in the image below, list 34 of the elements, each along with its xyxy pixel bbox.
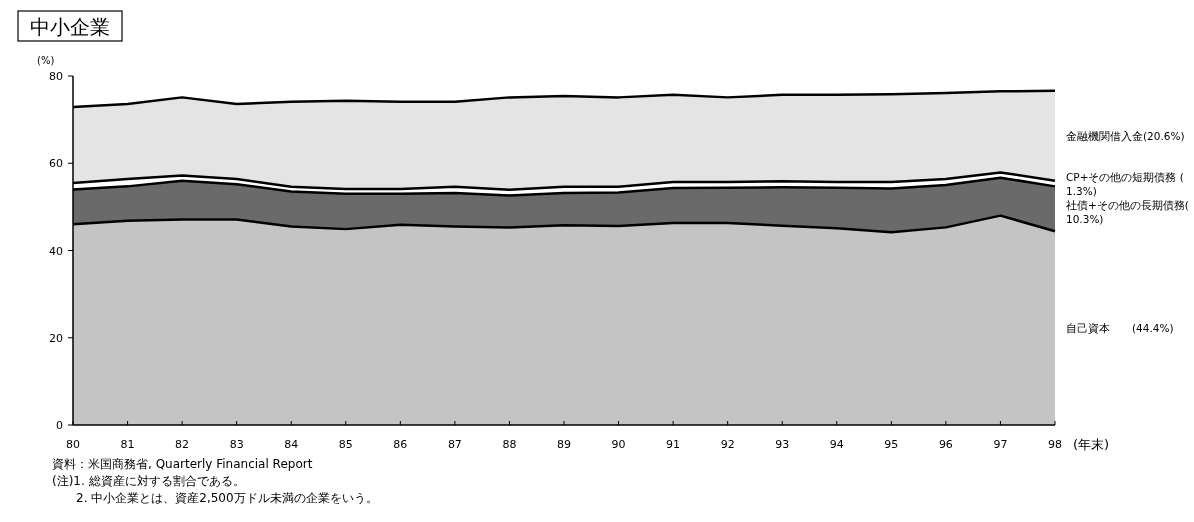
text: 資料：米国商務省, Quarterly Financial Report: [52, 457, 313, 471]
y-tick-label: 0: [56, 419, 63, 432]
x-tick-label: 93: [775, 438, 790, 451]
series-label: 自己資本 (44.4%): [1066, 322, 1174, 335]
y-tick-label: 20: [49, 331, 63, 345]
x-tick-label: 85: [338, 438, 353, 451]
y-tick-label: 40: [49, 244, 63, 258]
y-tick-label: 80: [49, 70, 63, 83]
series-label: 社債+その他の長期債務(10.3%): [1066, 198, 1189, 225]
x-tick-label: 98: [1048, 438, 1062, 451]
x-tick-label: 89: [557, 438, 571, 451]
x-tick-label: 86: [393, 438, 408, 451]
x-tick-label: 80: [66, 438, 80, 451]
x-tick-label: 97: [993, 438, 1008, 451]
x-axis-title: (年末): [1073, 437, 1110, 452]
text: (注)1. 総資産に対する割合である。: [52, 474, 245, 488]
x-tick-label: 82: [175, 438, 190, 451]
x-tick-label: 84: [284, 438, 299, 451]
x-tick-label: 83: [229, 438, 244, 451]
x-tick-label: 95: [884, 438, 899, 451]
y-axis-title: (%): [37, 55, 55, 66]
x-tick-label: 81: [120, 438, 135, 451]
y-tick-label: 60: [49, 157, 63, 171]
x-tick-label: 91: [666, 438, 681, 451]
x-tick-label: 94: [829, 438, 844, 451]
x-tick-label: 92: [720, 438, 735, 451]
x-tick-label: 88: [502, 438, 517, 451]
x-tick-label: 96: [938, 438, 953, 451]
series-label: CP+その他の短期債務 (1.3%): [1066, 170, 1184, 197]
series-label: 金融機関借入金(20.6%): [1066, 129, 1185, 142]
x-tick-label: 90: [611, 438, 626, 451]
x-tick-label: 87: [447, 438, 462, 451]
chart-title: 中小企業: [30, 15, 110, 39]
text: 2. 中小企業とは、資産2,500万ドル未満の企業をいう。: [76, 491, 378, 505]
